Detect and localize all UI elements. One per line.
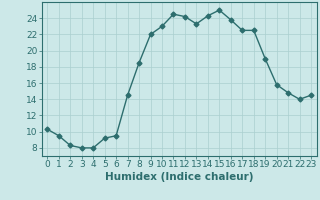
X-axis label: Humidex (Indice chaleur): Humidex (Indice chaleur) [105,172,253,182]
